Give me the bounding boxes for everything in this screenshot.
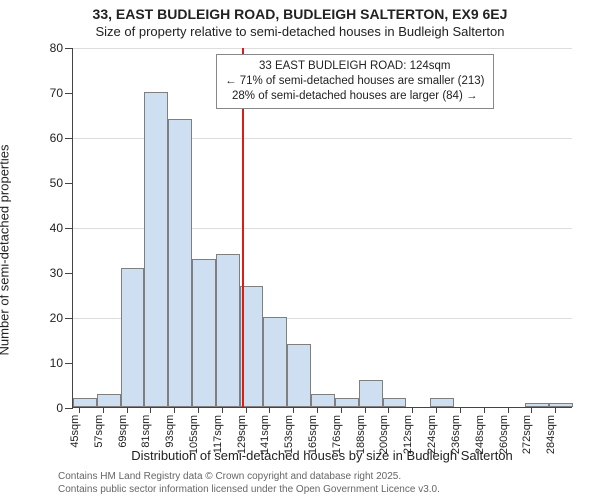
- x-tick: [222, 407, 223, 413]
- x-tick: [365, 407, 366, 413]
- y-tick-label: 10: [50, 356, 73, 370]
- histogram-bar: [168, 119, 192, 407]
- y-tick-label: 0: [56, 401, 73, 415]
- y-tick-label: 50: [50, 176, 73, 190]
- y-tick-label: 80: [50, 41, 73, 55]
- x-tick: [246, 407, 247, 413]
- x-tick: [198, 407, 199, 413]
- x-tick: [508, 407, 509, 413]
- x-axis-label: Distribution of semi-detached houses by …: [72, 448, 572, 463]
- x-tick-label: 69sqm: [117, 415, 129, 448]
- callout-line: 33 EAST BUDLEIGH ROAD: 124sqm: [225, 59, 485, 74]
- gridline-h: [73, 48, 572, 49]
- histogram-bar: [383, 398, 407, 407]
- histogram-bar: [73, 398, 97, 407]
- plot-area: 0102030405060708045sqm57sqm69sqm81sqm93s…: [72, 48, 572, 408]
- histogram-bar: [549, 403, 573, 408]
- footer-line-1: Contains HM Land Registry data © Crown c…: [58, 471, 590, 484]
- x-tick: [460, 407, 461, 413]
- x-tick: [174, 407, 175, 413]
- callout-box: 33 EAST BUDLEIGH ROAD: 124sqm← 71% of se…: [216, 54, 494, 109]
- x-tick: [150, 407, 151, 413]
- y-tick-label: 70: [50, 86, 73, 100]
- x-tick: [293, 407, 294, 413]
- x-tick: [269, 407, 270, 413]
- histogram-bar: [192, 259, 216, 408]
- x-tick: [127, 407, 128, 413]
- x-tick: [555, 407, 556, 413]
- chart-footer: Contains HM Land Registry data © Crown c…: [58, 471, 590, 496]
- histogram-bar: [335, 398, 359, 407]
- y-axis-label: Number of semi-detached properties: [0, 145, 12, 356]
- y-tick-label: 30: [50, 266, 73, 280]
- x-tick-label: 81sqm: [140, 415, 152, 448]
- x-tick: [103, 407, 104, 413]
- histogram-bar: [263, 317, 287, 407]
- x-tick: [531, 407, 532, 413]
- x-tick: [388, 407, 389, 413]
- histogram-bar: [287, 344, 311, 407]
- x-tick: [436, 407, 437, 413]
- callout-line: ← 71% of semi-detached houses are smalle…: [225, 74, 485, 89]
- histogram-bar: [430, 398, 454, 407]
- histogram-bar: [121, 268, 145, 408]
- y-tick-label: 20: [50, 311, 73, 325]
- x-tick: [79, 407, 80, 413]
- x-tick-label: 93sqm: [164, 415, 176, 448]
- histogram-bar: [311, 394, 335, 408]
- footer-line-2: Contains public sector information licen…: [58, 484, 590, 497]
- x-tick: [341, 407, 342, 413]
- chart-title-main: 33, EAST BUDLEIGH ROAD, BUDLEIGH SALTERT…: [0, 6, 600, 24]
- y-tick-label: 40: [50, 221, 73, 235]
- histogram-bar: [359, 380, 383, 407]
- histogram-bar: [97, 394, 121, 408]
- x-tick: [317, 407, 318, 413]
- x-tick-label: 57sqm: [93, 415, 105, 448]
- histogram-bar: [525, 403, 549, 408]
- x-tick: [484, 407, 485, 413]
- y-tick-label: 60: [50, 131, 73, 145]
- histogram-bar: [216, 254, 240, 407]
- chart-title-sub: Size of property relative to semi-detach…: [0, 24, 600, 40]
- histogram-bar: [144, 92, 168, 407]
- x-tick-label: 45sqm: [69, 415, 81, 448]
- chart-title-block: 33, EAST BUDLEIGH ROAD, BUDLEIGH SALTERT…: [0, 6, 600, 40]
- callout-line: 28% of semi-detached houses are larger (…: [225, 89, 485, 104]
- x-tick: [412, 407, 413, 413]
